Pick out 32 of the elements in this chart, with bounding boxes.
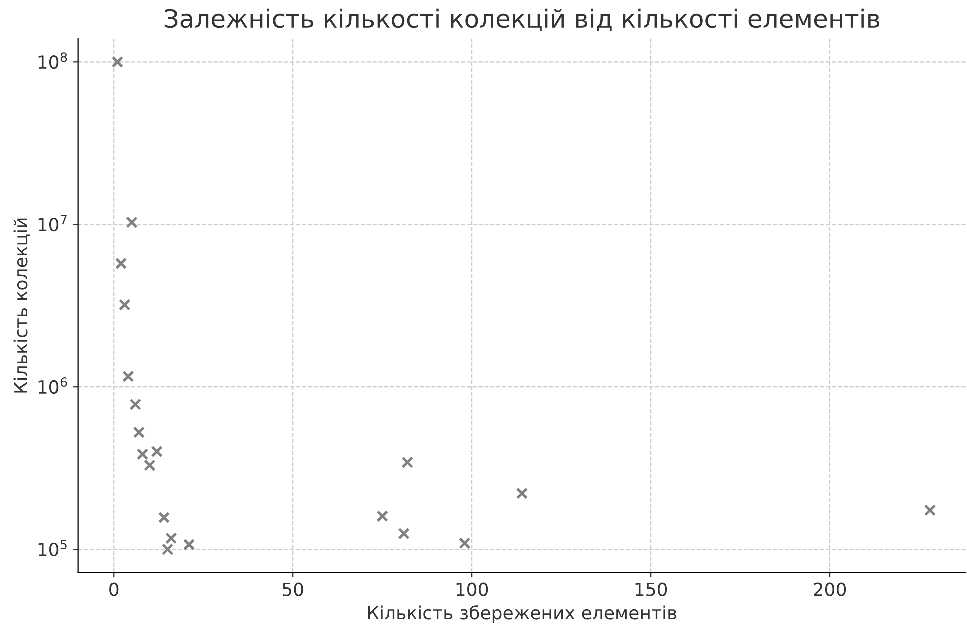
point	[122, 370, 134, 383]
x-tick-label: 200	[814, 582, 846, 596]
point	[130, 398, 142, 411]
point	[112, 56, 124, 68]
x-axis-title: Кількість збережених елементів	[368, 605, 677, 624]
point	[165, 532, 178, 544]
y-tick-label: 10$^{6}$	[38, 378, 68, 394]
x-tick-label: 100	[456, 582, 488, 596]
point	[398, 528, 410, 540]
point	[516, 488, 528, 500]
point	[924, 504, 936, 516]
point	[144, 460, 156, 472]
x-tick-label: 0	[110, 582, 119, 596]
y-tick-label: 10$^{5}$	[38, 540, 67, 557]
x-tick-label: 150	[636, 582, 668, 596]
point	[376, 510, 388, 522]
point	[183, 538, 196, 551]
point	[402, 456, 414, 468]
y-axis-title: Кількість колекцій	[14, 218, 30, 393]
y-tick-label: 10$^{8}$	[38, 52, 68, 70]
point	[126, 216, 138, 228]
point	[158, 512, 170, 524]
point	[459, 538, 471, 550]
chart-title: Залежність кількості колекцій від кількості елементів	[164, 8, 880, 32]
point	[162, 544, 174, 556]
point	[133, 426, 146, 438]
point	[118, 299, 131, 311]
point	[115, 258, 128, 270]
point	[136, 448, 149, 460]
y-tick-label: 10$^{7}$	[38, 215, 67, 232]
x-tick-label: 50	[283, 582, 304, 596]
point	[151, 446, 163, 458]
